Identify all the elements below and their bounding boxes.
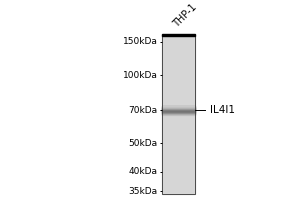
- Bar: [162, 108, 195, 109]
- Text: 100kDa: 100kDa: [123, 71, 158, 80]
- Text: 150kDa: 150kDa: [123, 37, 158, 46]
- Bar: [162, 34, 195, 36]
- Bar: [162, 106, 195, 107]
- Bar: [162, 35, 195, 194]
- Bar: [162, 112, 195, 113]
- Bar: [162, 111, 195, 112]
- Text: 35kDa: 35kDa: [128, 187, 158, 196]
- Bar: [162, 109, 195, 110]
- Bar: [162, 109, 195, 110]
- Text: 50kDa: 50kDa: [128, 139, 158, 148]
- Bar: [162, 112, 195, 113]
- Text: 70kDa: 70kDa: [128, 106, 158, 115]
- Bar: [162, 113, 195, 114]
- Bar: [162, 108, 195, 109]
- Bar: [162, 107, 195, 108]
- Bar: [162, 110, 195, 111]
- Bar: [162, 35, 195, 194]
- Bar: [162, 113, 195, 114]
- Bar: [162, 114, 195, 115]
- Bar: [162, 107, 195, 108]
- Bar: [162, 111, 195, 112]
- Bar: [162, 110, 195, 111]
- Text: THP-1: THP-1: [171, 2, 199, 29]
- Bar: [162, 106, 195, 107]
- Text: 40kDa: 40kDa: [128, 167, 158, 176]
- Text: IL4I1: IL4I1: [210, 105, 235, 115]
